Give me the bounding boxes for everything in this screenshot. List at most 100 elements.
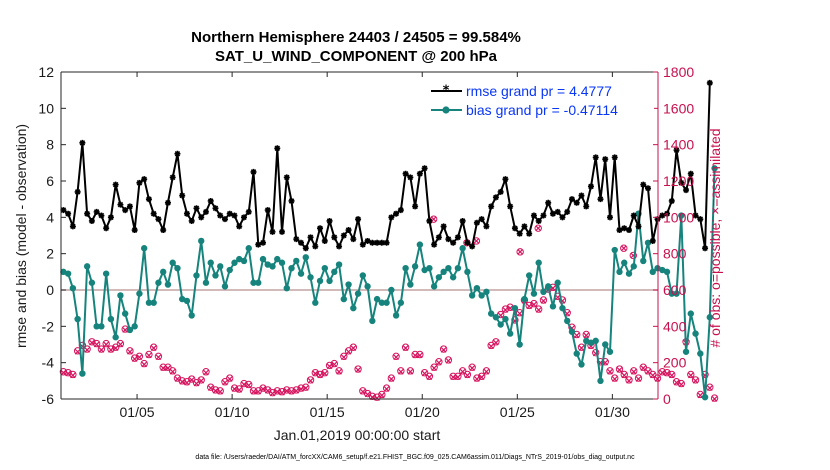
obs-assimilated-marker [98,347,105,353]
obs-assimilated-marker [198,378,205,384]
bias-point [326,277,333,285]
bias-point [411,263,419,270]
rmse-point [545,199,552,206]
bias-point [445,265,452,272]
bias-point [164,281,172,288]
rmse-point [564,208,571,215]
bias-point [354,290,362,297]
rmse-point [103,225,110,232]
bias-point [316,277,324,285]
obs-assimilated-marker [659,369,666,376]
legend-rmse-marker: * [443,84,450,99]
obs-possible-marker [691,376,700,384]
rmse-point [350,236,357,243]
obs-possible-marker [88,338,96,346]
bias-point [430,283,438,290]
obs-assimilated-marker [526,303,533,310]
y2-tick-label: 600 [663,282,687,298]
bias-point [136,290,143,297]
rmse-point [578,192,585,199]
rmse-point [331,234,338,241]
bias-point [473,284,481,292]
legend: * rmse grand pr = 4.4777 bias grand pr =… [426,79,654,121]
obs-assimilated-marker [288,388,295,395]
bias-point [459,245,466,252]
obs-assimilated-marker [364,391,371,398]
bias-point [678,212,685,219]
bias-point [663,268,671,276]
bias-point [64,270,72,277]
bias-point [217,263,224,270]
bias-point [449,274,457,281]
obs-assimilated-marker [531,301,537,308]
rmse-point [221,216,228,223]
obs-possible-marker [420,368,429,377]
rmse-point [269,228,276,235]
obs-assimilated-marker [583,332,590,339]
rmse-point [659,212,666,219]
bias-point [611,246,618,254]
obs-assimilated-marker [464,372,471,379]
rmse-point [283,174,290,181]
obs-possible-marker [458,367,467,375]
obs-assimilated-marker [93,341,100,348]
rmse-point [492,194,499,201]
rmse-point [393,210,400,217]
rmse-point [321,237,328,244]
obs-possible-marker [401,343,410,351]
bias-point [183,297,191,305]
bias-point [392,312,400,319]
obs-assimilated-marker [293,388,300,394]
y-tick-label: -4 [42,355,55,371]
rmse-point [198,214,205,221]
rmse-point [611,154,618,161]
rmse-point [530,212,537,219]
obs-assimilated-marker [74,348,81,355]
obs-possible-marker [349,343,358,351]
obs-possible-marker [444,356,453,364]
rmse-series-layer [60,79,713,252]
bias-point [212,272,219,279]
obs-assimilated-marker [611,376,618,382]
obs-possible-marker [168,367,177,375]
bias-point [545,283,552,290]
obs-assimilated-marker [89,339,95,346]
obs-possible-marker [387,374,396,382]
obs-assimilated-marker [473,238,480,244]
obs-possible-marker [311,368,319,377]
obs-assimilated-marker [184,379,190,386]
obs-assimilated-marker [692,378,699,384]
bias-point [359,272,367,279]
bias-point [559,304,566,312]
obs-assimilated-marker [283,388,290,394]
rmse-point [431,241,438,248]
obs-possible-marker [468,363,476,371]
obs-assimilated-marker [150,345,157,351]
obs-assimilated-marker [160,365,167,371]
obs-assimilated-marker [193,380,200,387]
obs-assimilated-marker [474,376,480,382]
y-tick-label: 10 [38,100,54,116]
obs-assimilated-marker [264,388,271,394]
obs-possible-marker [644,367,652,375]
rmse-point [516,230,523,237]
obs-possible-marker [116,339,125,348]
obs-possible-marker [425,372,434,380]
rmse-point [345,227,352,234]
x-tick-label: 01/10 [215,404,250,420]
obs-possible-marker [102,339,110,348]
obs-assimilated-marker [431,365,437,371]
bias-point [102,270,110,277]
obs-possible-marker [611,374,619,382]
bias-point [74,315,81,323]
rmse-point [245,208,252,215]
obs-assimilated-marker [607,368,613,375]
bias-point [288,265,295,272]
rmse-point [374,239,381,246]
obs-assimilated-marker [517,249,523,255]
bias-point [407,281,414,288]
obs-possible-marker [354,365,362,373]
rmse-point [164,199,171,206]
bias-point [240,257,248,265]
rmse-point [183,210,190,217]
